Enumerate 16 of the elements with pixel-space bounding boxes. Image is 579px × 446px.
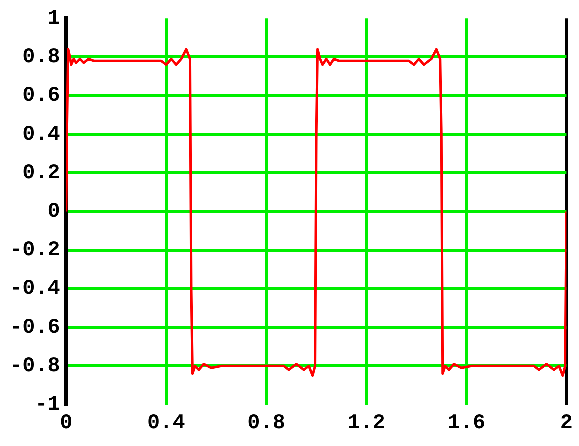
y-tick-label: 0.8 xyxy=(22,46,60,70)
y-tick-label: -1 xyxy=(35,394,60,418)
y-tick-label: 0 xyxy=(48,200,60,224)
y-tick-label: -0.6 xyxy=(10,316,60,340)
x-tick-label: 1.2 xyxy=(348,412,386,436)
y-tick-label: 1 xyxy=(48,8,60,31)
x-tick-label: 0.8 xyxy=(248,412,286,436)
y-tick-label: 0.4 xyxy=(22,124,60,147)
y-tick-label: 0.2 xyxy=(22,162,60,186)
x-tick-label: 0.4 xyxy=(148,412,186,436)
y-tick-label: 0.6 xyxy=(22,85,60,108)
x-tick-label: 1.6 xyxy=(448,412,486,436)
y-tick-label: -0.8 xyxy=(10,355,60,378)
x-tick-label: 2 xyxy=(560,412,574,436)
y-tick-label: -0.4 xyxy=(10,278,60,302)
y-tick-label: -0.2 xyxy=(10,240,60,263)
